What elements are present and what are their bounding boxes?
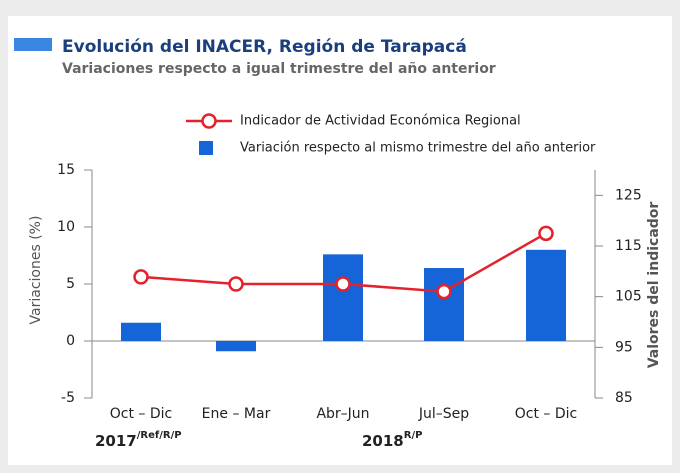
title-marker — [14, 38, 52, 51]
y2-tick-label: 125 — [615, 187, 642, 203]
y2-tick-label: 115 — [615, 238, 642, 254]
x-tick-label: Oct – Dic — [515, 406, 577, 422]
bar — [121, 322, 161, 341]
bar — [216, 341, 256, 352]
y2-tick-label: 85 — [615, 390, 633, 406]
legend-swatch — [199, 141, 213, 155]
y-tick-label: -5 — [61, 390, 75, 406]
chart-subtitle: Variaciones respecto a igual trimestre d… — [62, 61, 496, 77]
line-marker — [538, 225, 554, 242]
group-year: 2018 — [362, 432, 404, 450]
y-tick-label: 5 — [66, 276, 75, 292]
bar — [526, 249, 566, 341]
y-axis-label: Variaciones (%) — [28, 216, 44, 325]
group-label: 2018R/P — [362, 430, 422, 450]
line-marker — [335, 276, 351, 292]
bar — [323, 254, 363, 341]
legend-marker — [201, 113, 217, 129]
y-tick-label: 10 — [57, 219, 75, 235]
y2-axis-label: Valores del indicador — [646, 202, 662, 369]
panel — [8, 16, 672, 465]
group-year: 2017 — [95, 432, 137, 450]
line-marker — [133, 269, 149, 285]
group-label: 2017/Ref/R/P — [95, 430, 182, 450]
group-sup: /Ref/R/P — [137, 430, 182, 441]
y2-tick-label: 105 — [615, 289, 642, 305]
line-marker — [228, 276, 244, 292]
group-sup: R/P — [404, 430, 423, 441]
legend-label: Variación respecto al mismo trimestre de… — [240, 141, 596, 156]
legend-label: Indicador de Actividad Económica Regiona… — [240, 114, 521, 129]
x-tick-label: Ene – Mar — [202, 406, 271, 422]
line-marker — [436, 283, 452, 300]
x-tick-label: Oct – Dic — [110, 406, 172, 422]
x-tick-label: Jul–Sep — [418, 406, 469, 422]
x-tick-label: Abr–Jun — [316, 406, 369, 422]
y2-tick-label: 95 — [615, 339, 633, 355]
bar — [424, 268, 464, 341]
chart-title: Evolución del INACER, Región de Tarapacá — [62, 37, 467, 57]
y-tick-label: 15 — [57, 162, 75, 178]
y-tick-label: 0 — [66, 333, 75, 349]
